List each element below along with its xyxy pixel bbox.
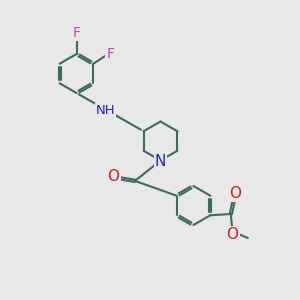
Text: F: F: [106, 46, 114, 61]
Text: F: F: [73, 26, 80, 40]
Text: N: N: [155, 154, 166, 169]
Text: O: O: [107, 169, 119, 184]
Text: NH: NH: [96, 104, 116, 117]
Text: O: O: [226, 227, 238, 242]
Text: O: O: [230, 186, 242, 201]
